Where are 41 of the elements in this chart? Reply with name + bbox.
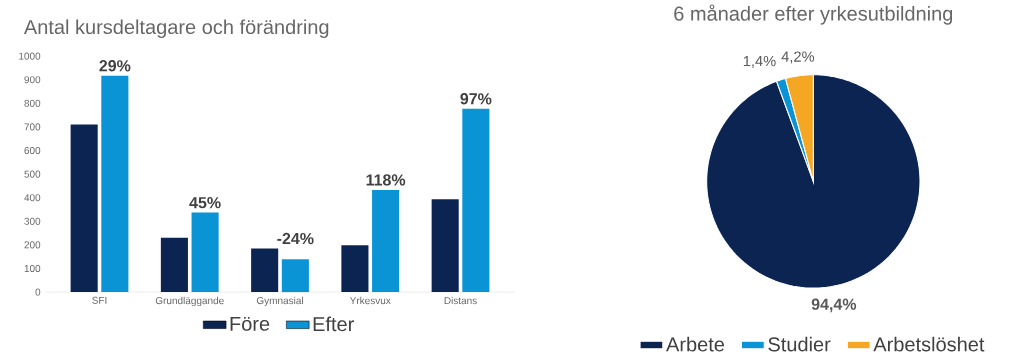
annotation: 29% xyxy=(99,60,131,72)
bar xyxy=(281,259,309,293)
legend-label: Före xyxy=(230,317,270,332)
annotation: 118% xyxy=(366,174,406,186)
x-tick-label: Distans xyxy=(444,297,477,305)
annotation: 45% xyxy=(189,197,221,209)
bar xyxy=(372,190,400,293)
x-tick-label: Grundläggande xyxy=(155,297,224,307)
x-tick-label: Yrkesvux xyxy=(349,297,391,305)
data-label: 4,2% xyxy=(781,51,815,64)
legend-label: Arbete xyxy=(666,336,725,352)
legend-label: Arbetslöshet xyxy=(873,336,985,352)
y-tick-label: 200 xyxy=(24,241,41,249)
bar xyxy=(462,108,490,293)
chart-title: Antal kursdeltagare och förändring xyxy=(23,19,329,39)
y-tick-label: 300 xyxy=(24,217,41,226)
legend-label: Efter xyxy=(313,316,354,332)
bar xyxy=(341,245,369,293)
legend-label: Studier xyxy=(768,336,831,352)
y-tick-label: 100 xyxy=(24,265,41,273)
bar xyxy=(160,238,188,293)
bar xyxy=(70,124,98,293)
y-tick-label: 1000 xyxy=(19,52,41,60)
y-tick-label: 900 xyxy=(24,76,41,84)
y-tick-label: 0 xyxy=(35,288,41,296)
annotation: 97% xyxy=(460,93,492,105)
y-tick-label: 600 xyxy=(24,147,41,155)
data-label: 1,4% xyxy=(743,56,776,69)
bar xyxy=(431,199,459,293)
data-label: 94,4% xyxy=(811,298,857,313)
bar xyxy=(101,75,129,293)
y-tick-label: 700 xyxy=(24,123,41,131)
annotation: -24% xyxy=(277,233,314,245)
x-tick-label: SFI xyxy=(92,296,107,305)
chart-title: 6 månader efter yrkesutbildning xyxy=(674,4,953,25)
y-tick-label: 500 xyxy=(24,170,41,178)
bar xyxy=(251,248,279,293)
x-tick-label: Gymnasial xyxy=(256,297,303,307)
y-tick-label: 800 xyxy=(24,99,41,108)
bar xyxy=(191,212,219,293)
y-tick-label: 400 xyxy=(24,194,41,202)
